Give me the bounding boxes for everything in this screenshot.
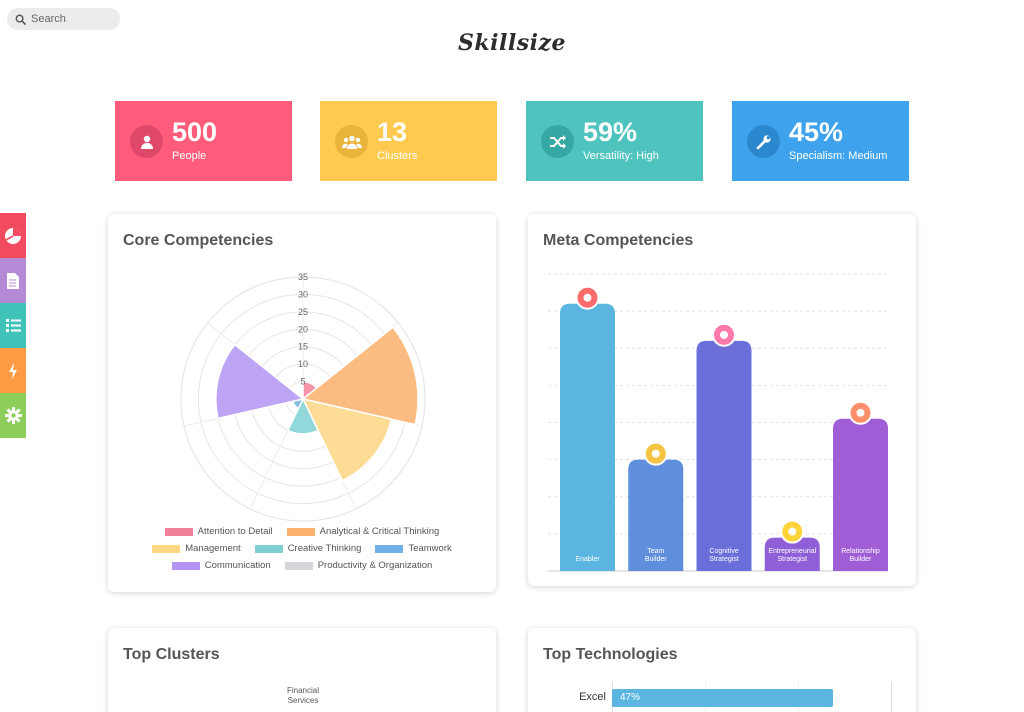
- bar-badge-icon: [780, 519, 805, 544]
- bar-label: Builder: [850, 556, 872, 563]
- bar-team-builder[interactable]: [628, 459, 684, 571]
- dashboard-icon: [5, 227, 21, 244]
- meta-competencies-card: Meta Competencies Enabler Team Builder Cogn…: [528, 214, 916, 586]
- polar-segment-analytical-critical-thinking[interactable]: [301, 326, 419, 426]
- tech-percent: 47%: [620, 692, 641, 703]
- chart-legend: Attention to Detail Analytical & Critica…: [108, 526, 496, 577]
- meta-competencies-chart: EnablerTeamBuilderCognitiveStrategistEnt…: [548, 273, 888, 572]
- bar-label: Cognitive: [709, 548, 738, 555]
- radial-tick-label: 15: [298, 342, 308, 352]
- card-title: Top Clusters: [123, 646, 220, 663]
- bar-label: Builder: [645, 556, 667, 563]
- polar-segment-creative-thinking[interactable]: [286, 397, 320, 435]
- search-bar[interactable]: [7, 8, 120, 30]
- legend-item[interactable]: Management: [152, 543, 241, 554]
- settings-icon: [4, 407, 22, 424]
- versatility-stat-card: 59% Versatility: High: [526, 101, 703, 181]
- legend-item[interactable]: Teamwork: [375, 543, 452, 554]
- card-title: Core Competencies: [123, 232, 274, 249]
- stat-value: 45%: [789, 117, 844, 147]
- shuffle-icon: [541, 125, 574, 158]
- radial-tick-label: 25: [298, 307, 308, 317]
- sidebar-item-documents[interactable]: [0, 258, 26, 303]
- search-icon: [15, 14, 26, 25]
- legend-item[interactable]: Attention to Detail: [164, 526, 273, 537]
- bar-label: Strategist: [709, 556, 739, 563]
- polar-segment-management[interactable]: [301, 397, 393, 482]
- stat-value: 500: [172, 117, 218, 147]
- person-icon: [130, 125, 163, 158]
- card-title: Top Technologies: [543, 646, 678, 663]
- list-icon: [5, 319, 21, 332]
- radial-tick-label: 30: [298, 289, 308, 299]
- legend-item[interactable]: Productivity & Organization: [284, 560, 432, 571]
- group-icon: [335, 125, 368, 158]
- bar-label: Strategist: [777, 556, 807, 563]
- legend-item[interactable]: Creative Thinking: [254, 543, 361, 554]
- bar-badge-icon: [848, 400, 873, 425]
- document-icon: [7, 272, 19, 289]
- sidebar-item-activity[interactable]: [0, 348, 26, 393]
- radial-tick-label: 35: [298, 272, 308, 282]
- lightning-icon: [9, 362, 17, 379]
- bar-label: Entrepreneurial: [768, 548, 816, 555]
- search-input[interactable]: [31, 13, 117, 25]
- app-logo: Skillsize: [458, 30, 566, 56]
- stat-label: Clusters: [377, 150, 418, 162]
- card-title: Meta Competencies: [543, 232, 694, 249]
- specialism-stat-card: 45% Specialism: Medium: [732, 101, 909, 181]
- tech-label: Excel: [579, 691, 606, 703]
- bar-badge-icon: [712, 322, 736, 347]
- sidebar-item-settings[interactable]: [0, 393, 26, 438]
- stat-label: People: [172, 150, 207, 162]
- bar-label: Enabler: [575, 556, 600, 563]
- stat-label: Specialism: Medium: [789, 150, 888, 162]
- core-competencies-card: Core Competencies 5 10 15 20 25 30 35 Attentio…: [108, 214, 496, 592]
- radial-tick-label: 20: [298, 324, 308, 334]
- stat-value: 59%: [583, 117, 638, 147]
- radial-tick-label: 5: [300, 377, 305, 387]
- top-clusters-card: Top Clusters Financial Services: [108, 628, 496, 712]
- core-competencies-chart: 5 10 15 20 25 30 35: [180, 272, 426, 522]
- legend-item[interactable]: Communication: [171, 560, 271, 571]
- bar-enabler[interactable]: [560, 303, 615, 571]
- cluster-label: Financial Services: [286, 686, 319, 705]
- sidebar: [0, 213, 26, 438]
- bar-badge-icon: [643, 441, 668, 466]
- bar-label: Relationship: [841, 548, 880, 555]
- top-technologies-card: Top Technologies Excel 47%: [528, 628, 916, 712]
- wrench-icon: [747, 125, 780, 158]
- bar-relationship-builder[interactable]: [833, 418, 888, 571]
- stat-label: Versatility: High: [583, 150, 659, 162]
- bar-cognitive-strategist[interactable]: [696, 340, 752, 571]
- radial-tick-label: 10: [298, 359, 308, 369]
- tech-bar: 47%: [612, 689, 833, 707]
- sidebar-item-list[interactable]: [0, 303, 26, 348]
- bar-label: Team: [647, 548, 664, 555]
- clusters-stat-card: 13 Clusters: [320, 101, 497, 181]
- sidebar-item-dashboard[interactable]: [0, 213, 26, 258]
- people-stat-card: 500 People: [115, 101, 292, 181]
- legend-item[interactable]: Analytical & Critical Thinking: [286, 526, 439, 537]
- stat-value: 13: [377, 117, 408, 147]
- bar-badge-icon: [575, 285, 600, 310]
- polar-segment-communication[interactable]: [215, 343, 305, 420]
- bar-entrepreneurial-strategist[interactable]: [764, 537, 820, 571]
